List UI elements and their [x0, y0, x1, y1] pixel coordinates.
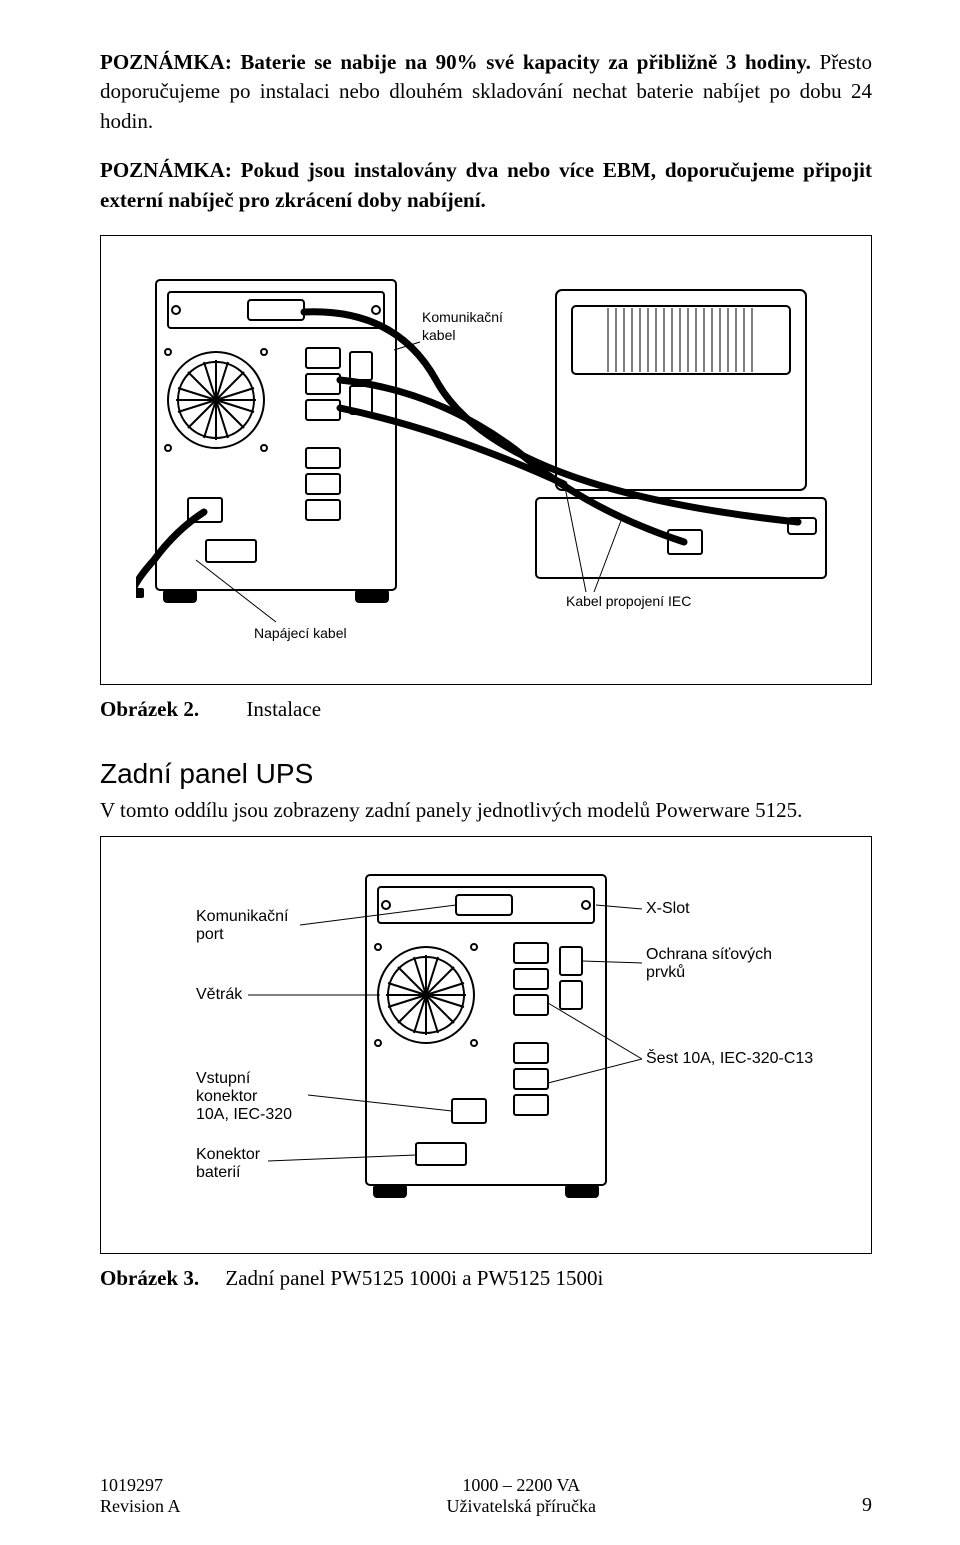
footer-center: 1000 – 2200 VA Uživatelská příručka [447, 1475, 596, 1517]
label-six: Šest 10A, IEC-320-C13 [646, 1048, 813, 1067]
section-heading: Zadní panel UPS [100, 758, 872, 790]
label-comm-port-1: Komunikační [196, 908, 289, 925]
label-comm-cable-2: kabel [422, 327, 455, 343]
label-batt-2: baterií [196, 1164, 241, 1181]
label-input-1: Vstupní [196, 1070, 251, 1087]
figure-3-caption-text: Zadní panel PW5125 1000i a PW5125 1500i [225, 1266, 603, 1290]
note-2-strong: POZNÁMKA: Pokud jsou instalovány dva neb… [100, 158, 872, 211]
figure-2-caption-strong: Obrázek 2. [100, 697, 199, 721]
footer-revision: Revision A [100, 1496, 181, 1517]
figure-2-caption-text: Instalace [246, 697, 321, 721]
label-xslot: X-Slot [646, 900, 690, 917]
label-surge-2: prvků [646, 963, 685, 981]
figure-3-caption: Obrázek 3. Zadní panel PW5125 1000i a PW… [100, 1266, 872, 1291]
label-input-3: 10A, IEC-320 [196, 1106, 292, 1123]
label-fan: Větrák [196, 986, 243, 1003]
section-desc: V tomto oddílu jsou zobrazeny zadní pane… [100, 796, 872, 824]
label-input-2: konektor [196, 1088, 258, 1105]
note-1: POZNÁMKA: Baterie se nabije na 90% své k… [100, 48, 872, 136]
figure-3-box: Komunikační port Větrák Vstupní konektor… [100, 836, 872, 1254]
page-footer: 1019297 Revision A 1000 – 2200 VA Uživat… [100, 1475, 872, 1517]
note-1-strong: POZNÁMKA: Baterie se nabije na 90% své k… [100, 50, 811, 74]
footer-manual: Uživatelská příručka [447, 1496, 596, 1517]
footer-model: 1000 – 2200 VA [447, 1475, 596, 1496]
label-comm-cable-1: Komunikační [422, 309, 503, 325]
figure-2-caption: Obrázek 2. Instalace [100, 697, 872, 722]
label-power-cable: Napájecí kabel [254, 625, 347, 641]
figure-3-diagram: Komunikační port Větrák Vstupní konektor… [136, 865, 836, 1225]
label-comm-port-2: port [196, 926, 224, 943]
footer-left: 1019297 Revision A [100, 1475, 181, 1517]
figure-3-caption-strong: Obrázek 3. [100, 1266, 199, 1290]
note-2: POZNÁMKA: Pokud jsou instalovány dva neb… [100, 156, 872, 215]
figure-2-diagram: Komunikační kabel Kabel propojení IEC Na… [136, 260, 836, 660]
label-surge-1: Ochrana síťových [646, 946, 772, 963]
label-iec-cable: Kabel propojení IEC [566, 593, 691, 609]
footer-pagenum: 9 [862, 1494, 872, 1517]
figure-2-box: Komunikační kabel Kabel propojení IEC Na… [100, 235, 872, 685]
label-batt-1: Konektor [196, 1146, 261, 1163]
footer-docnum: 1019297 [100, 1475, 181, 1496]
